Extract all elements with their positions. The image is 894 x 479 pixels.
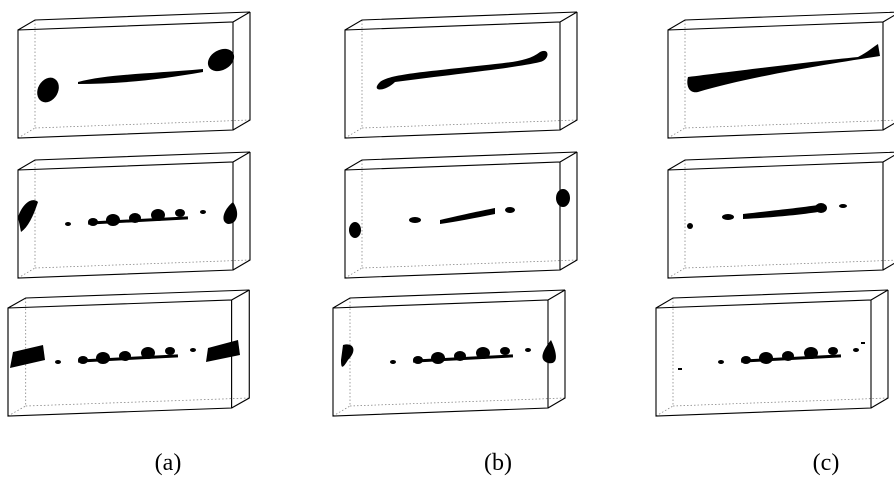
box-b3	[333, 290, 565, 416]
box-c2	[668, 152, 894, 278]
panel-label: (c)	[813, 450, 840, 476]
box-b1	[345, 12, 577, 138]
box-c3	[656, 290, 888, 416]
box-c1	[668, 12, 894, 138]
box-a3	[8, 290, 249, 416]
box-a2	[18, 152, 250, 278]
figure: (a) (b) (c)	[0, 0, 894, 479]
box-b2	[345, 152, 577, 278]
panel-label: (a)	[155, 450, 182, 476]
box-a1	[18, 12, 250, 138]
panel-label: (b)	[484, 450, 512, 476]
